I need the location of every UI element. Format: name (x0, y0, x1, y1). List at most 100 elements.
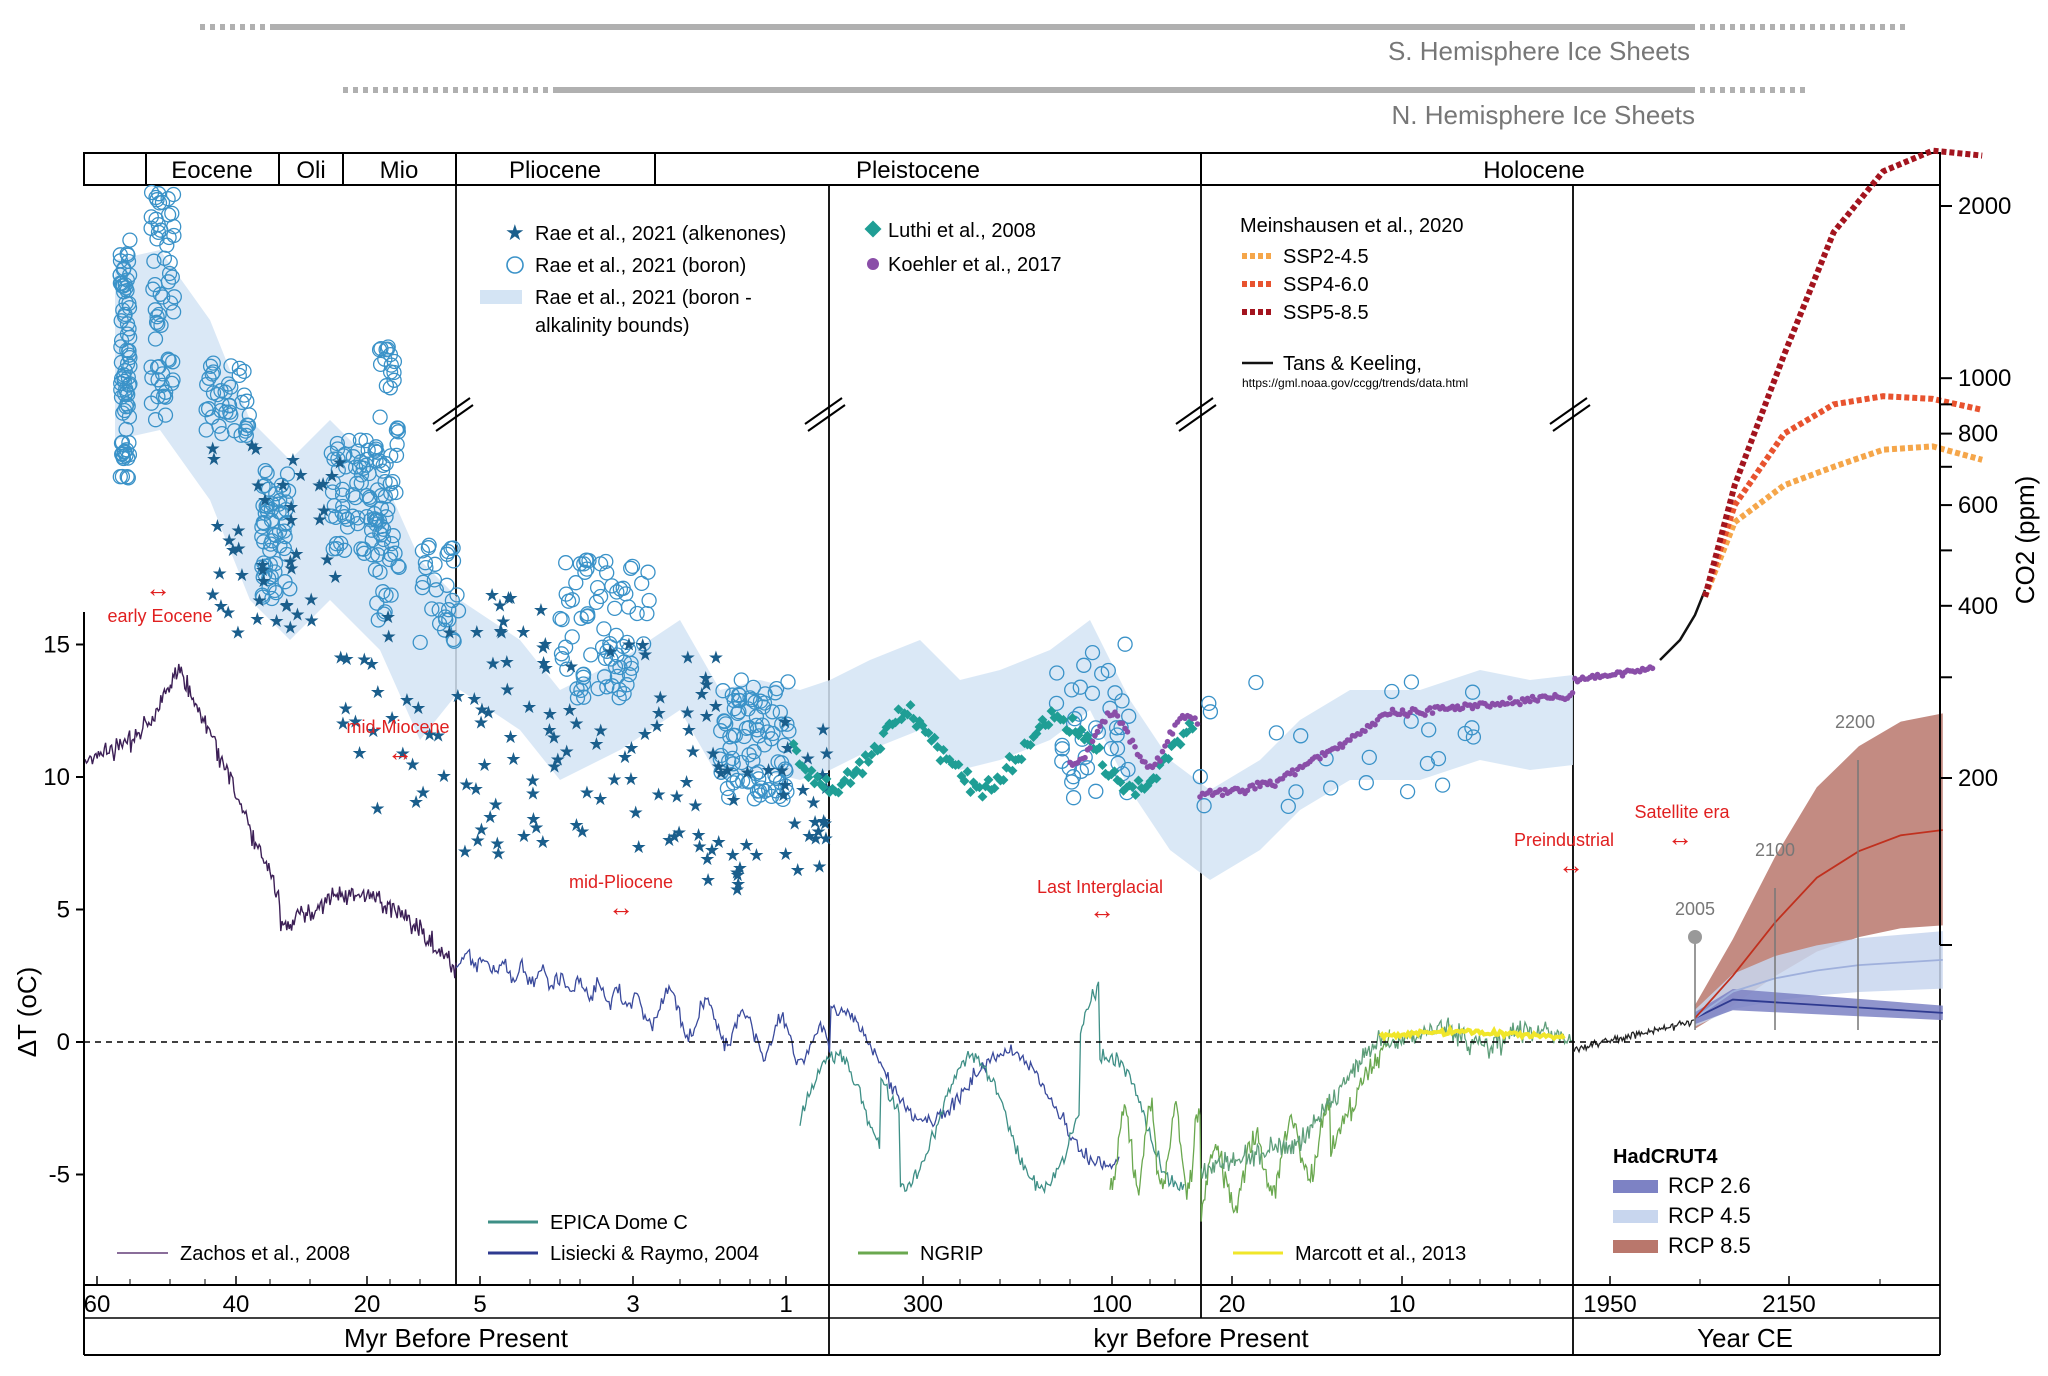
luthi-point (1115, 777, 1126, 788)
boron-point (121, 377, 137, 393)
boron-point (119, 282, 135, 299)
alkenone-point: ★ (671, 822, 687, 842)
boron-point (575, 666, 591, 683)
alkenone-point: ★ (807, 812, 823, 832)
koehler-point (1142, 759, 1148, 765)
boron-point (1048, 695, 1065, 712)
boron-point (353, 475, 369, 491)
alkenone-point: ★ (304, 611, 320, 631)
boron-point (347, 459, 364, 475)
luthi-point (1130, 789, 1141, 800)
boron-point (768, 770, 785, 787)
boron-point (612, 581, 629, 597)
alkenone-point: ★ (289, 605, 305, 625)
alkenone-point: ★ (441, 622, 457, 642)
koehler-point (1137, 753, 1143, 760)
boron-point (148, 314, 165, 330)
boron-point (273, 477, 290, 493)
boron-point (1065, 769, 1082, 785)
zachos-line (83, 663, 457, 979)
boron-point (198, 402, 214, 418)
alkenone-point: ★ (230, 623, 246, 643)
luthi-point (902, 709, 913, 720)
boron-point (763, 788, 780, 805)
epoch-header-box (83, 152, 1941, 186)
alkenone-point: ★ (499, 680, 515, 700)
boron-point (417, 555, 434, 571)
luthi-point (1058, 714, 1069, 725)
annotation-arrow-mid-pliocene: ↔ (608, 892, 634, 922)
koehler-point (1272, 783, 1278, 789)
koehler-point (1317, 756, 1323, 762)
alkenone-point: ★ (249, 609, 265, 629)
boron-point (1088, 783, 1104, 799)
annotation-early-eocene: early Eocene (107, 606, 212, 626)
boron-point (619, 634, 635, 651)
year-markers: 2005 2100 2200 (1675, 712, 1875, 1030)
alkenone-point: ★ (685, 742, 701, 762)
boron-point (1114, 693, 1130, 709)
luthi-point (1127, 782, 1138, 792)
boron-point (198, 422, 214, 438)
koehler-point (1292, 771, 1298, 778)
boron-point (146, 253, 162, 269)
boron-point (377, 473, 393, 490)
right-tick-label: 2000 (1958, 193, 2011, 220)
alkenone-point: ★ (279, 595, 295, 615)
boron-point (371, 342, 388, 358)
boron-point (165, 304, 182, 320)
boron-point (113, 354, 130, 371)
annotation-arrow-satellite-era: ↔ (1667, 822, 1693, 852)
co2-bands (115, 250, 1573, 880)
koehler-point (1082, 754, 1088, 761)
luthi-point (905, 700, 916, 711)
boron-point (147, 412, 164, 428)
boron-point (734, 773, 751, 789)
alkenone-point: ★ (257, 490, 273, 510)
luthi-point (989, 783, 1000, 794)
boron-point (1280, 798, 1296, 815)
alkenone-point: ★ (680, 647, 696, 667)
luthi-point (1175, 739, 1186, 750)
koehler-point (1119, 720, 1126, 726)
boron-point (122, 329, 138, 346)
boron-point (573, 682, 589, 699)
boron-point (726, 701, 742, 717)
boron-point (324, 484, 341, 500)
alkenone-point: ★ (777, 712, 793, 732)
boron-point (389, 436, 405, 453)
boron-point (164, 269, 180, 285)
boron-point (257, 558, 274, 574)
luthi-point (1076, 725, 1087, 735)
boron-point (337, 446, 353, 462)
boron-point (1202, 704, 1219, 720)
alkenone-point: ★ (801, 826, 817, 846)
boron-point (149, 309, 165, 325)
boron-point (1109, 740, 1126, 757)
boron-point (116, 367, 132, 383)
marcott-line (1378, 1023, 1566, 1042)
left-tick-label: 0 (57, 1029, 70, 1056)
hadcrut-line (1572, 1019, 1695, 1054)
right-tick-label: 200 (1958, 765, 1998, 792)
boron-point (589, 579, 606, 596)
luthi-point (923, 727, 934, 738)
boron-point (1201, 695, 1217, 712)
alkenone-point: ★ (732, 858, 748, 878)
boron-point (592, 588, 609, 605)
axis-breaks (432, 397, 1591, 432)
boron-point (716, 713, 732, 729)
boron-point (255, 589, 271, 605)
legend-ssp585: SSP5-8.5 (1283, 302, 1369, 324)
ngrip-line (1109, 1029, 1391, 1222)
boron-point (412, 634, 428, 651)
epoch-pliocene: Pliocene (509, 157, 601, 184)
legend-ngrip: NGRIP (920, 1243, 983, 1265)
epica-line (799, 981, 1185, 1195)
alkenone-point: ★ (293, 465, 309, 485)
alkenone-point: ★ (338, 699, 354, 719)
boron-point (621, 666, 638, 683)
lisiecki-line (455, 948, 1120, 1171)
alkenone-point: ★ (550, 749, 566, 769)
boron-point (122, 232, 138, 248)
